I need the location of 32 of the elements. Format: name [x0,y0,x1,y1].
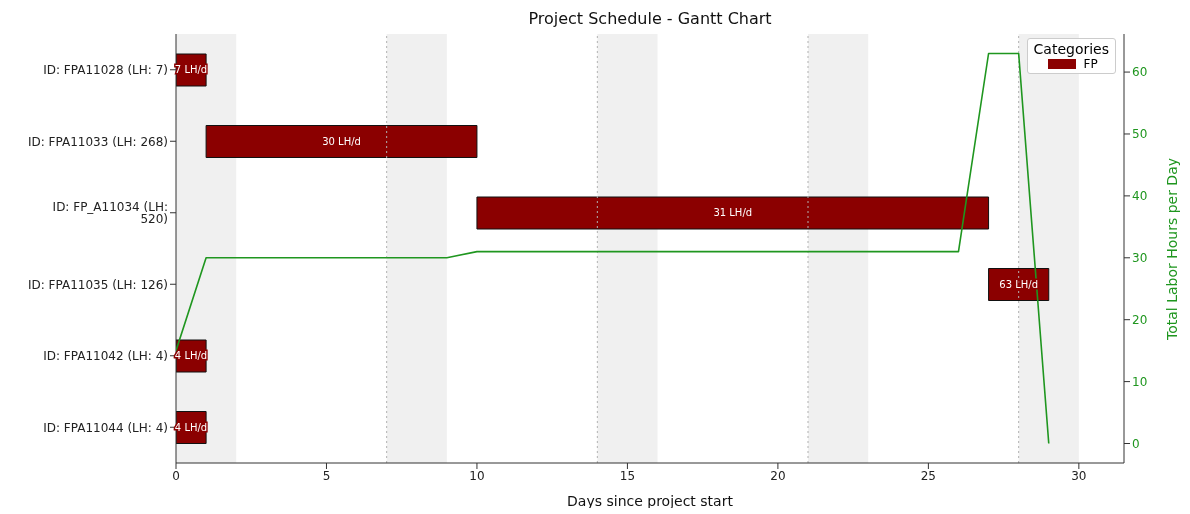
y-tick-label: ID: FP_A11034 (LH: 520) [52,200,168,227]
annotation: 4 LH/d [174,350,208,362]
y2-tick-label: 10 [1132,374,1148,389]
chart-title: Project Schedule - Gantt Chart [527,8,773,30]
y-tick-label: ID: FPA11033 (LH: 268) [27,134,168,149]
annotation: 4 LH/d [174,421,208,433]
x-tick-label: 30 [1071,468,1087,483]
bar [476,196,990,230]
y2-tick-label: 60 [1132,65,1148,80]
y2-tick-label: 50 [1132,127,1148,142]
y-tick-label: ID: FPA11035 (LH: 126) [27,277,168,292]
y-tick-label: ID: FPA11044 (LH: 4) [43,420,168,435]
x-tick-label: 0 [172,468,180,483]
x-tick-label: 5 [322,468,331,483]
y2-tick-label: 40 [1132,189,1148,204]
y-tick-label: ID: FPA11028 (LH: 7) [43,63,168,78]
y2-tick-label: 20 [1132,312,1148,327]
x-tick-label: 15 [619,468,636,483]
x-tick-label: 20 [770,468,786,483]
bar [205,125,478,158]
y-tick-label: ID: FPA11042 (LH: 4) [43,349,168,364]
x-tick-label: 10 [469,468,485,483]
y2-tick-label: 0 [1132,436,1140,451]
annotation: 30 LH/d [322,135,361,147]
y2-axis-title: Total Labor Hours per Day [1163,157,1181,340]
legend-label: FP [1083,57,1098,71]
x-tick-label: 25 [920,468,937,483]
legend-title: Categories [1033,41,1109,57]
x-axis-title: Days since project start [567,493,734,509]
y2-tick-label: 30 [1132,251,1148,266]
annotation: 31 LH/d [713,207,753,219]
annotation: 7 LH/d [174,64,208,76]
